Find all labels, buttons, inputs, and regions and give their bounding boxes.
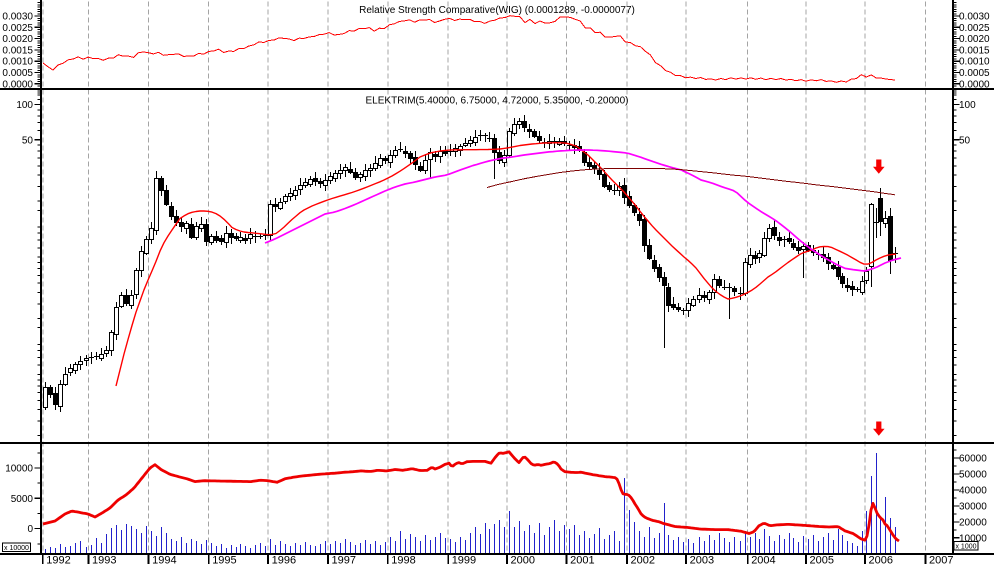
svg-text:2002: 2002	[631, 555, 655, 565]
svg-text:1992: 1992	[46, 555, 70, 565]
svg-text:50000: 50000	[959, 470, 987, 481]
svg-text:10000: 10000	[959, 533, 987, 544]
svg-text:1997: 1997	[332, 555, 356, 565]
svg-text:0.0010: 0.0010	[2, 57, 33, 68]
svg-text:60000: 60000	[959, 454, 987, 465]
svg-text:2004: 2004	[751, 555, 775, 565]
svg-text:0.0030: 0.0030	[959, 12, 990, 23]
svg-text:100: 100	[16, 100, 33, 111]
svg-text:1999: 1999	[452, 555, 476, 565]
svg-text:0.0030: 0.0030	[2, 12, 33, 23]
svg-text:2007: 2007	[929, 555, 953, 565]
svg-text:1994: 1994	[152, 555, 176, 565]
svg-text:0.0015: 0.0015	[959, 45, 990, 56]
svg-text:Relative Strength Comparative(: Relative Strength Comparative(WIG) (0.00…	[359, 5, 635, 16]
svg-text:0.0005: 0.0005	[959, 68, 990, 79]
svg-text:1993: 1993	[92, 555, 116, 565]
svg-text:2000: 2000	[511, 555, 535, 565]
svg-text:ELEKTRIM(5.40000, 6.75000, 4.7: ELEKTRIM(5.40000, 6.75000, 4.72000, 5.35…	[366, 96, 629, 107]
svg-text:50: 50	[959, 135, 971, 146]
svg-text:0.0010: 0.0010	[959, 57, 990, 68]
svg-text:20000: 20000	[959, 517, 987, 528]
svg-text:40000: 40000	[959, 486, 987, 497]
svg-text:30000: 30000	[959, 501, 987, 512]
svg-text:0.0015: 0.0015	[2, 45, 33, 56]
svg-text:0.0020: 0.0020	[959, 34, 990, 45]
svg-text:2006: 2006	[869, 555, 893, 565]
svg-text:0: 0	[27, 524, 33, 535]
svg-text:0.0025: 0.0025	[2, 23, 33, 34]
svg-text:2001: 2001	[570, 555, 594, 565]
svg-text:0.0000: 0.0000	[2, 79, 33, 90]
svg-text:100: 100	[959, 100, 976, 111]
svg-text:2003: 2003	[690, 555, 714, 565]
svg-text:x 10000: x 10000	[4, 545, 29, 552]
svg-text:10000: 10000	[5, 464, 33, 475]
svg-text:0.0005: 0.0005	[2, 68, 33, 79]
svg-text:50: 50	[22, 135, 34, 146]
svg-text:1995: 1995	[212, 555, 236, 565]
svg-text:1996: 1996	[272, 555, 296, 565]
svg-text:x 1000: x 1000	[955, 544, 976, 551]
svg-text:0.0025: 0.0025	[959, 23, 990, 34]
svg-text:5000: 5000	[11, 494, 34, 505]
svg-text:1998: 1998	[391, 555, 415, 565]
svg-text:0.0020: 0.0020	[2, 34, 33, 45]
svg-text:2005: 2005	[810, 555, 834, 565]
svg-text:0.0000: 0.0000	[959, 79, 990, 90]
